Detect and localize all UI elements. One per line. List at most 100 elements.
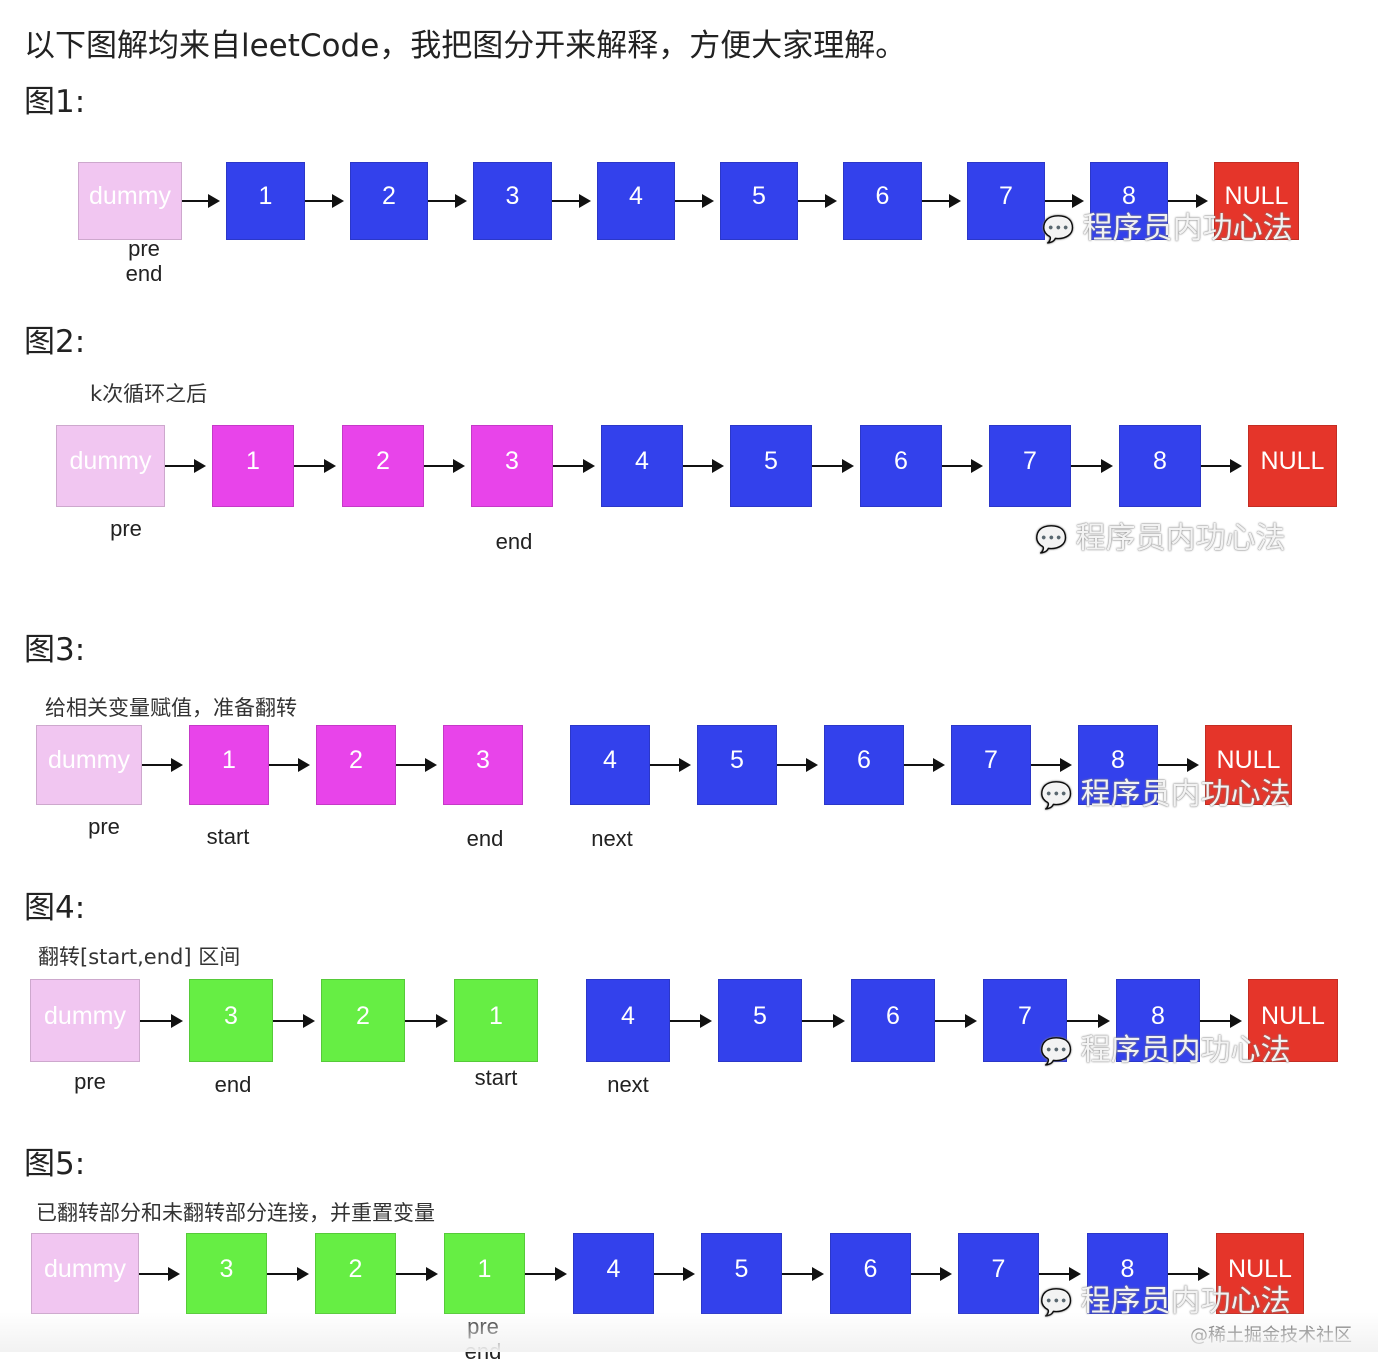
node-label: 2 (356, 1001, 370, 1030)
node-label: 1 (477, 1254, 492, 1283)
list-node: 6 (860, 425, 942, 507)
arrow-icon (1071, 459, 1113, 473)
arrow-icon (922, 194, 961, 208)
arrow-icon (139, 1266, 180, 1281)
arrow-icon (1067, 1013, 1110, 1028)
arrow-icon (405, 1013, 448, 1028)
pointer-label: pre (88, 814, 120, 839)
list-node: 7 (958, 1233, 1039, 1314)
arrow-icon (942, 459, 983, 473)
arrow-icon (424, 459, 465, 473)
node-label: 2 (349, 746, 363, 774)
list-node: 4 (573, 1233, 654, 1314)
list-node: 5 (720, 162, 798, 240)
node-label: 1 (489, 1001, 503, 1030)
node-label: 4 (606, 1254, 621, 1283)
node-label: 6 (875, 182, 890, 210)
null-node: NULL (1214, 162, 1299, 240)
node-label: 3 (505, 182, 520, 210)
node-label: 8 (1151, 1001, 1165, 1030)
arrow-icon (675, 194, 714, 208)
watermark-text: 程序员内功心法 (1080, 1033, 1291, 1068)
arrow-icon (1168, 1266, 1210, 1281)
figure-caption: k次循环之后 (90, 382, 208, 406)
arrow-icon (1158, 758, 1199, 772)
node-label: 1 (222, 746, 236, 774)
list-node: 3 (189, 979, 273, 1062)
intro-text: 以下图解均来自leetCode，我把图分开来解释，方便大家理解。 (24, 28, 907, 64)
arrow-icon (294, 459, 336, 473)
dummy-node: dummy (31, 1233, 139, 1314)
watermark-text: 程序员内功心法 (1082, 211, 1293, 246)
node-label: dummy (89, 182, 171, 210)
pointer-label: end (466, 826, 504, 851)
arrow-icon (798, 194, 837, 208)
node-label: 5 (730, 746, 744, 774)
node-label: 8 (1111, 746, 1125, 774)
arrow-icon (140, 1013, 183, 1028)
node-label: 1 (246, 447, 260, 475)
list-node: 1 (212, 425, 294, 507)
arrow-icon (269, 758, 310, 772)
arrow-icon (670, 1013, 712, 1028)
node-label: NULL (1216, 746, 1281, 774)
arrow-icon (1045, 194, 1084, 208)
node-label: dummy (44, 1001, 126, 1030)
list-node: 4 (597, 162, 675, 240)
arrow-icon (1168, 194, 1208, 208)
list-node: 7 (989, 425, 1071, 507)
null-node: NULL (1248, 425, 1337, 507)
node-label: dummy (44, 1254, 126, 1283)
node-label: 8 (1153, 447, 1167, 475)
list-node: 7 (951, 725, 1031, 805)
arrow-icon (650, 758, 691, 772)
dummy-node: dummy (56, 425, 165, 507)
node-label: 5 (734, 1254, 749, 1283)
pointer-label: next (591, 826, 633, 851)
arrow-icon (812, 459, 854, 473)
node-label: 6 (863, 1254, 878, 1283)
list-node: 7 (967, 162, 1045, 240)
node-label: 8 (1120, 1254, 1135, 1283)
arrow-icon (182, 194, 220, 208)
list-node: 8 (1116, 979, 1200, 1062)
watermark: 💬 程序员内功心法 (1040, 778, 1291, 813)
node-label: 3 (219, 1254, 234, 1283)
watermark: 💬 程序员内功心法 (1040, 1034, 1291, 1069)
node-label: dummy (48, 746, 130, 774)
arrow-icon (267, 1266, 309, 1281)
node-label: 6 (894, 447, 908, 475)
list-node: 3 (471, 425, 553, 507)
null-node: NULL (1205, 725, 1292, 805)
arrow-icon (782, 1266, 824, 1281)
list-node: 7 (983, 979, 1067, 1062)
arrow-icon (1031, 758, 1072, 772)
dummy-node: dummy (36, 725, 142, 805)
list-node: 5 (697, 725, 777, 805)
pointer-label: next (607, 1072, 649, 1097)
figure-heading: 图4: (24, 890, 86, 926)
list-node: 8 (1090, 162, 1168, 240)
arrow-icon (273, 1013, 315, 1028)
list-node: 1 (454, 979, 538, 1062)
list-node: 6 (851, 979, 935, 1062)
arrow-icon (777, 758, 818, 772)
node-label: NULL (1261, 1001, 1325, 1030)
arrow-icon (935, 1013, 977, 1028)
list-node: 2 (321, 979, 405, 1062)
node-label: 6 (857, 746, 871, 774)
list-node: 6 (843, 162, 922, 240)
node-label: 2 (376, 447, 390, 475)
node-label: 4 (621, 1001, 635, 1030)
arrow-icon (1201, 459, 1242, 473)
arrow-icon (396, 758, 437, 772)
node-label: 7 (991, 1254, 1006, 1283)
figure-caption: 给相关变量赋值，准备翻转 (45, 696, 297, 720)
figure-caption: 翻转[start,end] 区间 (38, 945, 241, 969)
pointer-label: pre (128, 236, 160, 261)
pointer-label: start (206, 824, 250, 849)
null-node: NULL (1216, 1233, 1304, 1314)
list-node: 4 (586, 979, 670, 1062)
pointer-label: pre (110, 516, 142, 541)
